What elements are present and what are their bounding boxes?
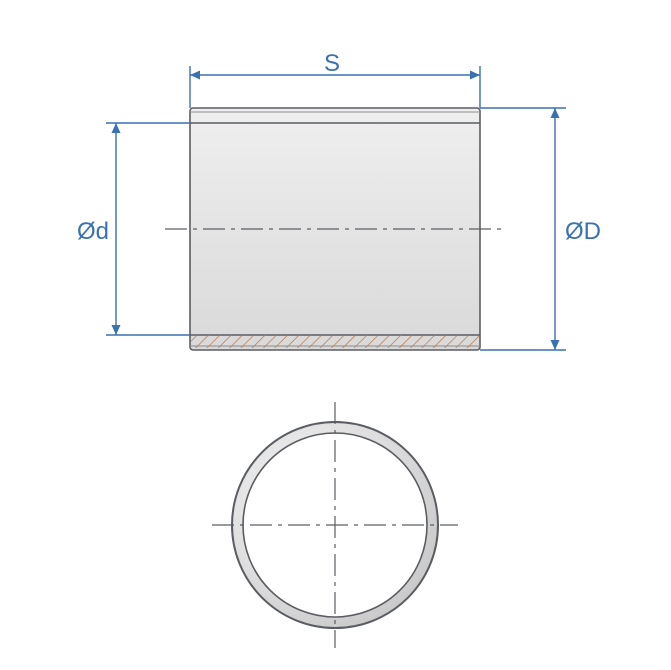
label-s: S <box>324 50 340 78</box>
top-view <box>212 402 458 648</box>
front-view <box>165 108 505 350</box>
dim-s-arrow-right <box>470 71 480 80</box>
label-outer-diameter: ØD <box>565 218 601 246</box>
section-hatch-band <box>191 335 479 348</box>
dim-d-arrow-bottom <box>551 340 560 350</box>
dim-s-arrow-left <box>190 71 200 80</box>
drawing-canvas: S ØD Ød <box>0 0 671 670</box>
label-inner-diameter: Ød <box>77 218 109 246</box>
dim-d-inner-arrow-bottom <box>112 325 121 335</box>
technical-drawing <box>0 0 671 670</box>
dimension-outer-diameter <box>480 108 566 350</box>
dim-d-inner-arrow-top <box>112 123 121 133</box>
dim-d-arrow-top <box>551 108 560 118</box>
